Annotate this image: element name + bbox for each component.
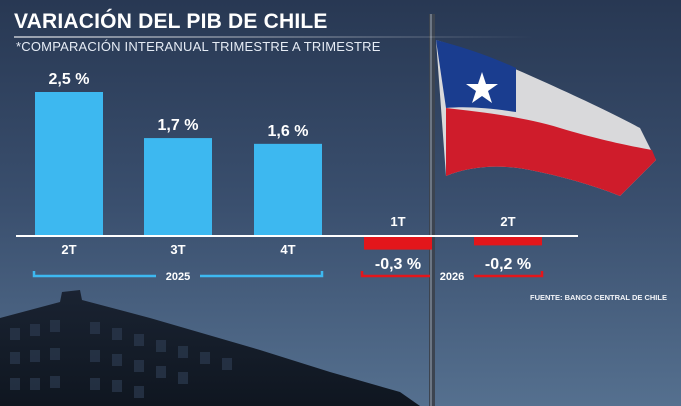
value-label-1: 2,5 % <box>49 71 90 88</box>
building-silhouette <box>0 290 420 406</box>
bar-3 <box>254 143 322 236</box>
page-subtitle: *COMPARACIÓN INTERANUAL TRIMESTRE A TRIM… <box>16 39 381 54</box>
bar-1 <box>35 92 103 236</box>
bar-4 <box>364 237 432 250</box>
group-bracket-2025 <box>32 271 324 278</box>
groups-layer: 2025 2026 <box>32 271 544 283</box>
group-label-2026: 2026 <box>440 271 464 283</box>
value-label-5: -0,2 % <box>485 256 531 273</box>
category-label-1: 2T <box>61 242 76 257</box>
category-label-2: 3T <box>170 242 185 257</box>
group-bracket-2026 <box>360 271 544 278</box>
category-label-3: 4T <box>280 242 295 257</box>
bar-5 <box>474 237 542 246</box>
category-label-5: 2T <box>500 214 515 229</box>
group-label-2025: 2025 <box>166 271 190 283</box>
bar-2 <box>144 138 212 236</box>
chile-flag-icon <box>436 40 656 196</box>
source-note: FUENTE: BANCO CENTRAL DE CHILE <box>530 293 667 302</box>
bars-layer <box>35 92 542 250</box>
labels-layer: 2,5 % 2T 1,7 % 3T 1,6 % 4T -0,3 % 1T -0,2 % 2T <box>49 71 532 273</box>
value-label-4: -0,3 % <box>375 256 421 273</box>
value-label-2: 1,7 % <box>158 117 199 134</box>
value-label-3: 1,6 % <box>268 123 309 140</box>
page-title: VARIACIÓN DEL PIB DE CHILE <box>14 10 328 33</box>
title-underline <box>14 36 534 38</box>
category-label-4: 1T <box>390 214 405 229</box>
